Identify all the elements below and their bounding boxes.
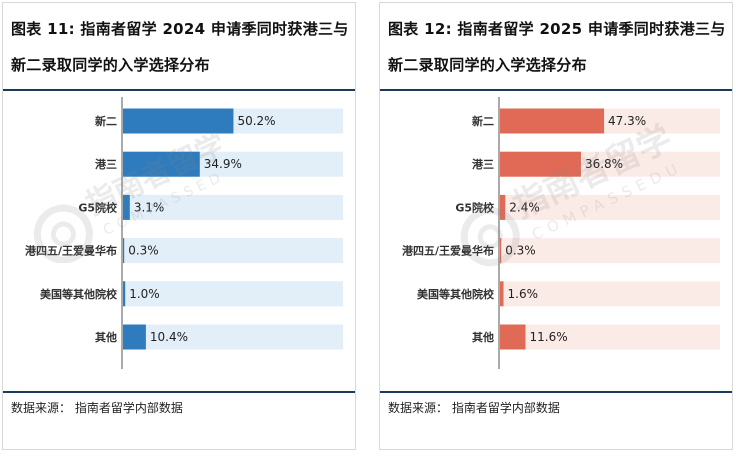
category-label: 其他 <box>95 330 117 344</box>
divider <box>3 391 355 393</box>
bar <box>500 151 581 177</box>
chart-svg: 新二 47.3% 港三 36.8% G5院校 2.4% 港四五/王爱曼华布 0.3% 美国等其他… <box>402 97 720 369</box>
category-label: G5院校 <box>455 200 495 214</box>
data-label: 1.0% <box>129 287 160 301</box>
bar <box>123 151 200 177</box>
bar <box>123 108 234 134</box>
data-label: 2.4% <box>509 200 540 214</box>
divider <box>380 391 732 393</box>
bar-track <box>123 281 343 307</box>
bar-track <box>500 238 720 264</box>
data-label: 0.3% <box>128 244 159 258</box>
category-label: 港三 <box>472 157 494 171</box>
bar-track <box>123 238 343 264</box>
bar-track <box>123 324 343 350</box>
category-label: 新二 <box>472 114 494 128</box>
category-label: 其他 <box>472 330 494 344</box>
chart-title: 图表 12: 指南者留学 2025 申请季同时获港三与新二录取同学的入学选择分布 <box>388 20 726 74</box>
category-label: 港四五/王爱曼华布 <box>25 244 117 258</box>
category-label: 美国等其他院校 <box>417 287 495 301</box>
bar-track <box>500 194 720 220</box>
source-note: 数据来源： 指南者留学内部数据 <box>388 401 560 415</box>
bar <box>500 108 605 134</box>
data-label: 50.2% <box>237 114 275 128</box>
chart-svg: 新二 50.2% 港三 34.9% G5院校 3.1% 港四五/王爱曼华布 0.3% 美国等其他… <box>25 97 343 369</box>
data-label: 34.9% <box>204 157 242 171</box>
bar <box>500 324 526 350</box>
chart-panel-2024: 图表 11: 指南者留学 2024 申请季同时获港三与新二录取同学的入学选择分布… <box>2 2 356 450</box>
category-label: 港三 <box>95 157 117 171</box>
bar-track <box>500 281 720 307</box>
bar <box>500 281 504 307</box>
bar <box>123 194 130 220</box>
bar-track <box>500 324 720 350</box>
bar <box>123 281 126 307</box>
data-label: 1.6% <box>508 287 539 301</box>
data-label: 0.3% <box>505 244 536 258</box>
data-label: 36.8% <box>585 157 623 171</box>
category-label: 港四五/王爱曼华布 <box>402 244 494 258</box>
chart-panel-2025: 图表 12: 指南者留学 2025 申请季同时获港三与新二录取同学的入学选择分布… <box>379 2 733 450</box>
divider <box>3 89 355 91</box>
bar-chart: 新二 50.2% 港三 34.9% G5院校 3.1% 港四五/王爱曼华布 0.3% 美国等其他… <box>3 93 357 389</box>
category-label: G5院校 <box>78 200 118 214</box>
category-label: 新二 <box>95 114 117 128</box>
data-label: 11.6% <box>530 330 568 344</box>
source-note: 数据来源： 指南者留学内部数据 <box>11 401 183 415</box>
bar <box>123 238 125 264</box>
bar <box>123 324 146 350</box>
bar <box>500 194 506 220</box>
data-label: 3.1% <box>134 200 165 214</box>
chart-title: 图表 11: 指南者留学 2024 申请季同时获港三与新二录取同学的入学选择分布 <box>11 20 349 74</box>
bar-track <box>123 194 343 220</box>
divider <box>380 89 732 91</box>
data-label: 10.4% <box>150 330 188 344</box>
data-label: 47.3% <box>608 114 646 128</box>
category-label: 美国等其他院校 <box>40 287 118 301</box>
bar <box>500 238 502 264</box>
bar-chart: 新二 47.3% 港三 36.8% G5院校 2.4% 港四五/王爱曼华布 0.3% 美国等其他… <box>380 93 734 389</box>
